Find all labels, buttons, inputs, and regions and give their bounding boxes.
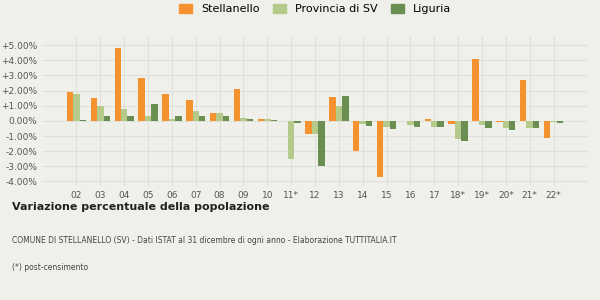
Bar <box>199 116 205 121</box>
Bar <box>448 121 455 124</box>
Bar <box>312 121 318 134</box>
Bar <box>295 121 301 123</box>
Bar <box>383 121 390 127</box>
Bar <box>305 121 312 134</box>
Bar <box>264 118 271 121</box>
Bar <box>97 106 104 121</box>
Bar <box>80 120 86 121</box>
Bar <box>557 121 563 123</box>
Bar <box>544 121 550 137</box>
Bar <box>359 121 366 124</box>
Bar <box>169 118 175 121</box>
Bar <box>329 97 335 121</box>
Text: Variazione percentuale della popolazione: Variazione percentuale della popolazione <box>12 202 269 212</box>
Bar <box>104 116 110 121</box>
Bar <box>407 121 413 125</box>
Bar <box>503 121 509 128</box>
Bar <box>377 121 383 177</box>
Bar <box>533 121 539 128</box>
Bar <box>342 96 349 121</box>
Bar <box>288 121 295 159</box>
Bar <box>550 121 557 122</box>
Bar <box>496 121 503 122</box>
Bar <box>318 121 325 166</box>
Bar <box>73 94 80 121</box>
Bar <box>472 59 479 121</box>
Bar <box>127 116 134 121</box>
Bar <box>366 121 373 126</box>
Bar <box>431 121 437 127</box>
Bar <box>217 113 223 121</box>
Bar <box>151 104 158 121</box>
Bar <box>139 78 145 121</box>
Bar <box>223 116 229 121</box>
Bar <box>461 121 468 140</box>
Bar <box>353 121 359 151</box>
Bar <box>210 112 217 121</box>
Bar <box>91 98 97 121</box>
Bar <box>520 80 526 121</box>
Bar <box>526 121 533 128</box>
Bar <box>509 121 515 130</box>
Bar <box>437 121 444 127</box>
Bar <box>186 100 193 121</box>
Bar <box>67 92 73 121</box>
Bar <box>479 121 485 125</box>
Bar <box>240 118 247 121</box>
Text: (*) post-censimento: (*) post-censimento <box>12 263 88 272</box>
Bar <box>121 109 127 121</box>
Bar <box>413 121 420 127</box>
Bar <box>271 120 277 121</box>
Bar <box>247 118 253 121</box>
Bar <box>425 118 431 121</box>
Text: COMUNE DI STELLANELLO (SV) - Dati ISTAT al 31 dicembre di ogni anno - Elaborazio: COMUNE DI STELLANELLO (SV) - Dati ISTAT … <box>12 236 397 245</box>
Legend: Stellanello, Provincia di SV, Liguria: Stellanello, Provincia di SV, Liguria <box>174 0 456 19</box>
Bar <box>485 121 491 128</box>
Bar <box>145 116 151 121</box>
Bar <box>175 116 182 121</box>
Bar <box>390 121 396 129</box>
Bar <box>193 111 199 121</box>
Bar <box>162 94 169 121</box>
Bar <box>335 106 342 121</box>
Bar <box>234 89 240 121</box>
Bar <box>115 48 121 121</box>
Bar <box>257 119 264 121</box>
Bar <box>455 121 461 139</box>
